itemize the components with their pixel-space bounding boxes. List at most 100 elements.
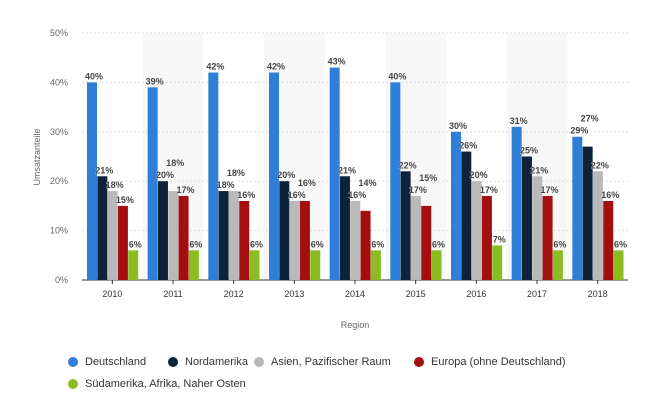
data-label: 18% [106, 180, 124, 190]
x-tick-label: 2014 [345, 289, 365, 299]
bar[interactable] [350, 200, 361, 280]
bar[interactable] [471, 181, 482, 280]
x-tick-label: 2017 [527, 289, 547, 299]
x-tick-label: 2016 [466, 289, 486, 299]
bar[interactable] [410, 196, 421, 280]
bar[interactable] [157, 181, 168, 280]
legend-marker-icon [254, 357, 264, 367]
legend-item[interactable]: Südamerika, Afrika, Naher Osten [68, 378, 246, 390]
bar[interactable] [329, 67, 340, 280]
bar[interactable] [421, 205, 432, 280]
bar[interactable] [208, 72, 219, 281]
data-label: 16% [288, 190, 306, 200]
bar[interactable] [279, 181, 290, 280]
bar[interactable] [451, 131, 461, 280]
data-label: 18% [227, 168, 245, 178]
data-label: 29% [570, 126, 588, 136]
bar[interactable] [310, 250, 321, 280]
data-label: 39% [146, 76, 164, 86]
bar[interactable] [289, 200, 300, 280]
data-label: 17% [177, 185, 195, 195]
data-label: 25% [520, 146, 538, 156]
bar[interactable] [218, 191, 229, 280]
bar[interactable] [228, 191, 239, 280]
data-label: 20% [156, 170, 174, 180]
legend-item[interactable]: Nordamerika [168, 356, 248, 368]
x-axis-label: Region [341, 320, 370, 330]
bar[interactable] [542, 196, 553, 280]
data-label: 17% [541, 185, 559, 195]
bar[interactable] [117, 205, 128, 280]
bar[interactable] [249, 250, 260, 280]
bar[interactable] [360, 210, 371, 280]
legend-marker-icon [414, 357, 424, 367]
legend-item[interactable]: Europa (ohne Deutschland) [414, 356, 566, 368]
x-tick-label: 2013 [284, 289, 304, 299]
bar[interactable] [299, 200, 310, 280]
bar[interactable] [511, 126, 522, 280]
data-label: 30% [449, 121, 467, 131]
bar[interactable] [481, 196, 492, 280]
legend-marker-icon [68, 379, 78, 389]
bar[interactable] [269, 72, 279, 281]
data-label: 14% [359, 178, 377, 188]
data-label: 17% [480, 185, 498, 195]
bar[interactable] [492, 245, 503, 280]
bar[interactable] [370, 250, 381, 280]
y-tick-label: 30% [50, 127, 68, 137]
y-axis-label: Umsatzanteile [32, 128, 42, 185]
bar[interactable] [613, 250, 624, 280]
bar[interactable] [552, 250, 563, 280]
bar[interactable] [431, 250, 442, 280]
chart-svg: 0% 10% 20% 30% 40% 50% 2010 2011 2012 2013 2014 201… [32, 28, 628, 330]
data-label: 17% [409, 185, 427, 195]
bar[interactable] [168, 191, 179, 280]
bar[interactable] [339, 176, 350, 280]
data-label: 15% [116, 195, 134, 205]
data-label: 6% [614, 239, 627, 249]
data-label: 42% [206, 62, 224, 72]
data-label: 27% [581, 114, 599, 124]
bar[interactable] [572, 136, 583, 280]
bar[interactable] [461, 151, 472, 280]
data-label: 6% [432, 239, 445, 249]
legend-label: Europa (ohne Deutschland) [431, 356, 566, 368]
bar[interactable] [390, 82, 401, 281]
bar[interactable] [239, 200, 250, 280]
bar[interactable] [603, 200, 614, 280]
data-label: 40% [388, 71, 406, 81]
y-tick-label: 20% [50, 176, 68, 186]
bar[interactable] [188, 250, 199, 280]
data-label: 18% [166, 158, 184, 168]
x-tick-label: 2012 [224, 289, 244, 299]
bar[interactable] [128, 250, 139, 280]
data-label: 16% [298, 178, 316, 188]
data-label: 21% [338, 165, 356, 175]
legend-label: Deutschland [85, 356, 147, 368]
data-label: 6% [311, 239, 324, 249]
bar[interactable] [400, 171, 411, 280]
data-label: 20% [470, 170, 488, 180]
y-tick-label: 0% [55, 275, 68, 285]
bar[interactable] [178, 196, 189, 280]
legend-label: Nordamerika [185, 356, 248, 368]
bar[interactable] [97, 176, 108, 280]
bar[interactable] [532, 176, 543, 280]
y-tick-label: 10% [50, 226, 68, 236]
x-tick-label: 2010 [102, 289, 122, 299]
x-tick-label: 2018 [588, 289, 608, 299]
bar[interactable] [107, 191, 118, 280]
data-label: 16% [237, 190, 255, 200]
data-label: 16% [601, 190, 619, 200]
x-tick-label: 2015 [406, 289, 426, 299]
bar[interactable] [582, 146, 593, 280]
y-tick-label: 50% [50, 28, 68, 38]
legend-item[interactable]: Deutschland [68, 356, 146, 368]
legend-item[interactable]: Asien, Pazifischer Raum [254, 356, 391, 368]
bar[interactable] [147, 87, 158, 280]
bar[interactable] [87, 82, 97, 281]
legend-marker-icon [68, 357, 78, 367]
bar[interactable] [592, 171, 603, 280]
bar[interactable] [521, 156, 532, 281]
